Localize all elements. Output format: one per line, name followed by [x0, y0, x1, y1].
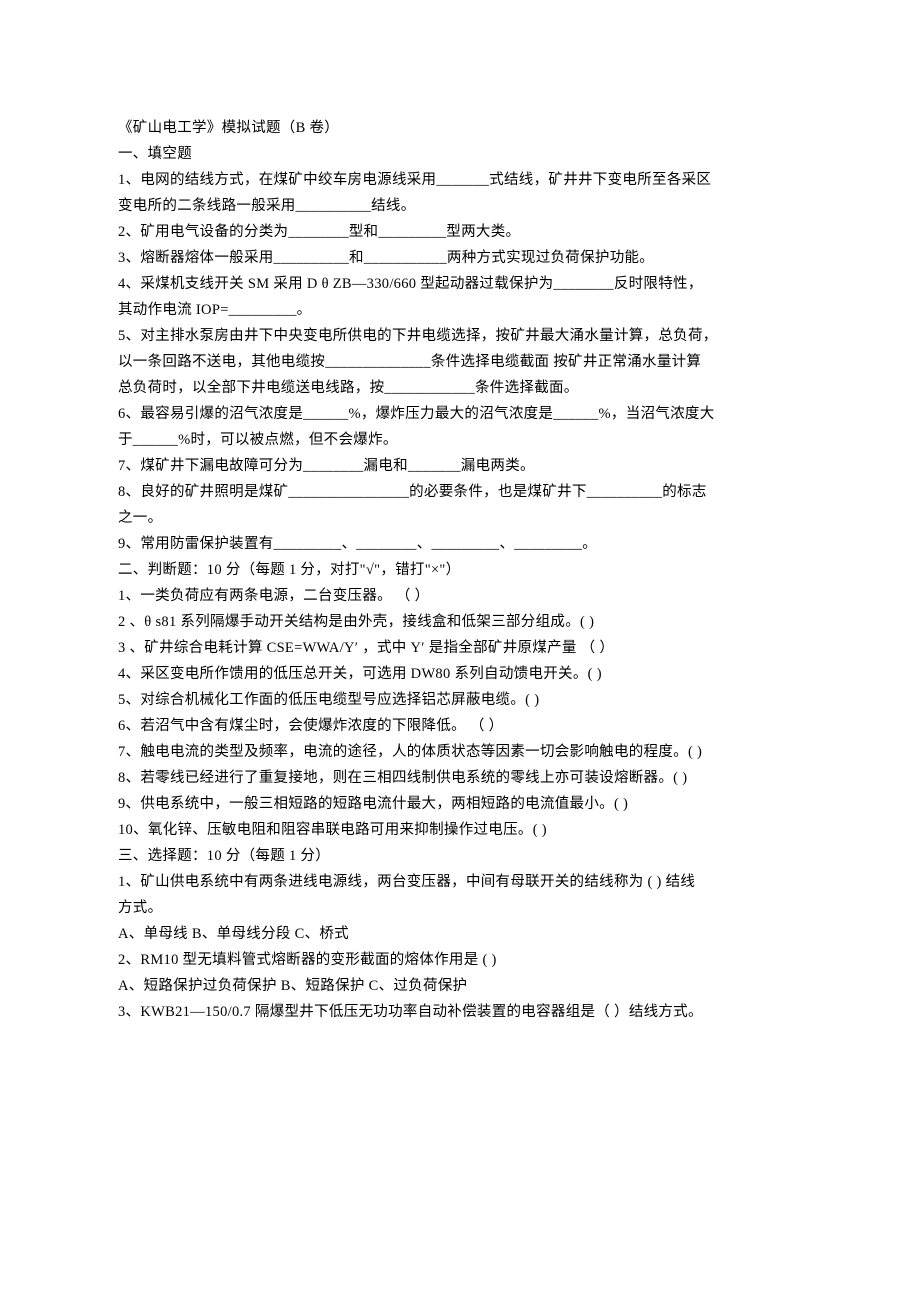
s2-q6: 6、若沼气中含有煤尘时，会使爆炸浓度的下限降低。 （ ） — [118, 713, 810, 739]
s2-q1: 1、一类负荷应有两条电源，二台变压器。 （ ） — [118, 583, 810, 609]
s1-q3: 3、熔断器熔体一般采用__________和___________两种方式实现过… — [118, 245, 810, 271]
s1-q2: 2、矿用电气设备的分类为________型和_________型两大类。 — [118, 219, 810, 245]
s3-q1a: 1、矿山供电系统中有两条进线电源线，两台变压器，中间有母联开关的结线称为 ( )… — [118, 869, 810, 895]
section3-heading: 三、选择题：10 分（每题 1 分） — [118, 843, 810, 869]
s1-q5a: 5、对主排水泵房由井下中央变电所供电的下井电缆选择，按矿井最大涌水量计算，总负荷… — [118, 323, 810, 349]
s1-q8a: 8、良好的矿井照明是煤矿________________的必要条件，也是煤矿井下… — [118, 479, 810, 505]
s1-q4a: 4、采煤机支线开关 SM 采用 D θ ZB―330/660 型起动器过载保护为… — [118, 271, 810, 297]
section1-heading: 一、填空题 — [118, 141, 810, 167]
s2-q10: 10、氧化锌、压敏电阻和阻容串联电路可用来抑制操作过电压。( ) — [118, 817, 810, 843]
s2-q8: 8、若零线已经进行了重复接地，则在三相四线制供电系统的零线上亦可装设熔断器。( … — [118, 765, 810, 791]
s3-q2-opts: A、短路保护过负荷保护 B、短路保护 C、过负荷保护 — [118, 973, 810, 999]
s2-q3: 3 、矿井综合电耗计算 CSE=WWA/Y′ ，式中 Y′ 是指全部矿井原煤产量… — [118, 635, 810, 661]
s1-q7: 7、煤矿井下漏电故障可分为________漏电和_______漏电两类。 — [118, 453, 810, 479]
s1-q6a: 6、最容易引爆的沼气浓度是______%，爆炸压力最大的沼气浓度是______%… — [118, 401, 810, 427]
s2-q2: 2 、θ s81 系列隔爆手动开关结构是由外壳，接线盒和低架三部分组成。( ) — [118, 609, 810, 635]
exam-title: 《矿山电工学》模拟试题（B 卷） — [118, 115, 810, 141]
s1-q8b: 之一。 — [118, 505, 810, 531]
s1-q5c: 总负荷时，以全部下井电缆送电线路，按____________条件选择截面。 — [118, 375, 810, 401]
s1-q1a: 1、电网的结线方式，在煤矿中绞车房电源线采用_______式结线，矿井井下变电所… — [118, 167, 810, 193]
s3-q1-opts: A、单母线 B、单母线分段 C、桥式 — [118, 921, 810, 947]
s2-q4: 4、采区变电所作馈用的低压总开关，可选用 DW80 系列自动馈电开关。( ) — [118, 661, 810, 687]
s1-q9: 9、常用防雷保护装置有_________、________、_________、… — [118, 531, 810, 557]
s1-q5b: 以一条回路不送电，其他电缆按______________条件选择电缆截面 按矿井… — [118, 349, 810, 375]
s3-q2: 2、RM10 型无填料管式熔断器的变形截面的熔体作用是 ( ) — [118, 947, 810, 973]
s2-q5: 5、对综合机械化工作面的低压电缆型号应选择铝芯屏蔽电缆。( ) — [118, 687, 810, 713]
s3-q1b: 方式。 — [118, 895, 810, 921]
s2-q9: 9、供电系统中，一般三相短路的短路电流什最大，两相短路的电流值最小。( ) — [118, 791, 810, 817]
s3-q3: 3、KWB21―150/0.7 隔爆型井下低压无功功率自动补偿装置的电容器组是（… — [118, 999, 810, 1025]
s1-q4b: 其动作电流 IOP=_________。 — [118, 297, 810, 323]
s1-q6b: 于______%时，可以被点燃，但不会爆炸。 — [118, 427, 810, 453]
s1-q1b: 变电所的二条线路一般采用__________结线。 — [118, 193, 810, 219]
s2-q7: 7、触电电流的类型及频率，电流的途径，人的体质状态等因素一切会影响触电的程度。(… — [118, 739, 810, 765]
section2-heading: 二、判断题：10 分（每题 1 分，对打"√"，错打"×"） — [118, 557, 810, 583]
